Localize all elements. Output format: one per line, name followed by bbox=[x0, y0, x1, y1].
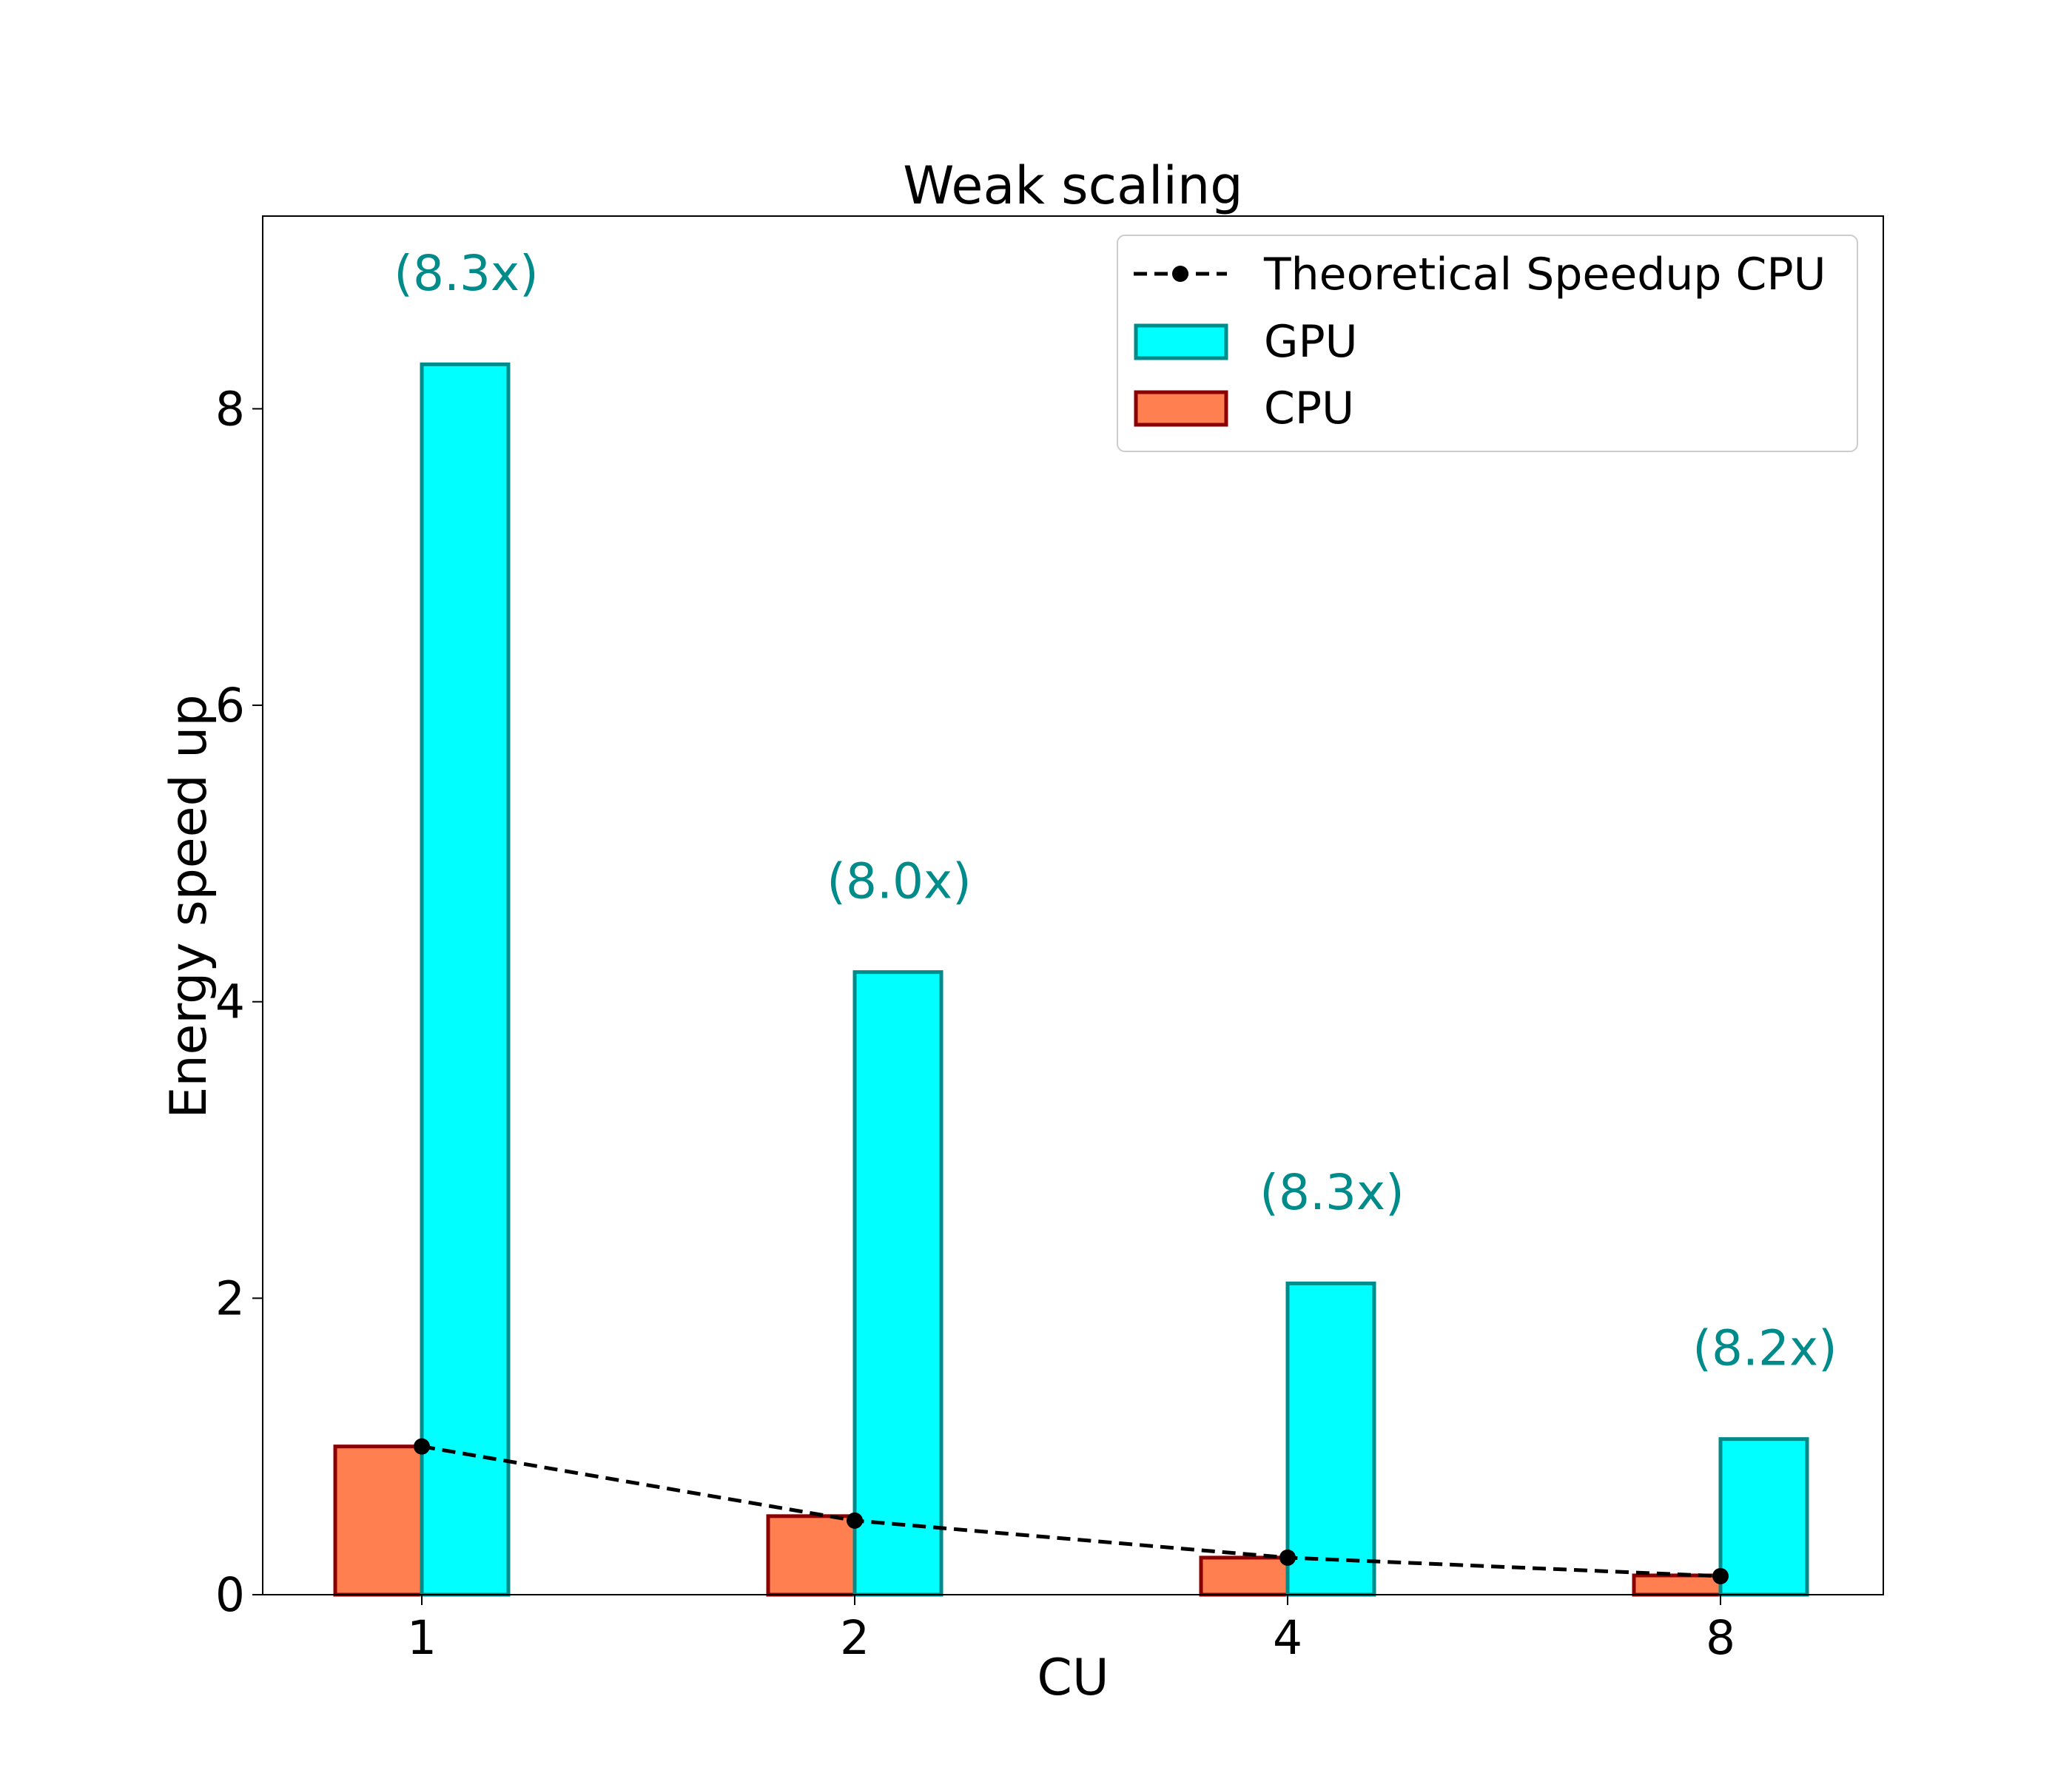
speedup-annotation-4: (8.3x) bbox=[1259, 1164, 1405, 1221]
bar-cpu-2 bbox=[766, 1514, 857, 1597]
speedup-annotation-2: (8.0x) bbox=[827, 852, 972, 909]
theoretical-point-2 bbox=[847, 1512, 863, 1529]
legend-box bbox=[1117, 235, 1858, 452]
legend-cpu-swatch bbox=[1134, 390, 1228, 427]
theoretical-line-layer bbox=[414, 1438, 1729, 1584]
legend: Theoretical Speedup CPU GPU CPU bbox=[1117, 235, 1858, 452]
x-axis-title: CU bbox=[1037, 1649, 1109, 1707]
bar-gpu-4 bbox=[1285, 1281, 1376, 1597]
legend-label-cpu: CPU bbox=[1264, 383, 1354, 434]
bar-cpu-4 bbox=[1199, 1555, 1290, 1597]
speedup-annotation-8: (8.2x) bbox=[1692, 1320, 1837, 1377]
y-tick-label-8: 8 bbox=[215, 382, 245, 436]
bars-layer bbox=[333, 362, 1809, 1597]
speedup-annotation-1: (8.3x) bbox=[394, 245, 539, 302]
x-tick-label-4: 4 bbox=[1273, 1611, 1302, 1665]
legend-label-theoretical: Theoretical Speedup CPU bbox=[1263, 249, 1826, 300]
axes-layer: 0 2 4 6 8 1 2 4 8 bbox=[215, 382, 1735, 1665]
y-tick-label-6: 6 bbox=[215, 679, 245, 733]
theoretical-speedup-line bbox=[421, 1444, 1721, 1578]
y-tick-label-0: 0 bbox=[215, 1568, 245, 1622]
y-tick-label-4: 4 bbox=[215, 975, 245, 1029]
legend-gpu-swatch bbox=[1134, 323, 1228, 360]
x-tick-label-1: 1 bbox=[407, 1611, 437, 1665]
x-tick-label-2: 2 bbox=[840, 1611, 870, 1665]
y-tick-label-2: 2 bbox=[215, 1271, 245, 1325]
theoretical-point-1 bbox=[414, 1438, 430, 1455]
theoretical-point-8 bbox=[1712, 1567, 1729, 1584]
y-axis-title: Energy speed up bbox=[160, 695, 218, 1119]
annotations-layer: (8.3x) (8.0x) (8.3x) (8.2x) bbox=[394, 245, 1837, 1376]
bar-cpu-8 bbox=[1632, 1573, 1723, 1597]
bar-gpu-2 bbox=[852, 970, 944, 1597]
x-tick-label-8: 8 bbox=[1706, 1611, 1735, 1665]
bar-cpu-1 bbox=[333, 1444, 424, 1597]
bar-gpu-8 bbox=[1718, 1437, 1809, 1597]
theoretical-point-4 bbox=[1279, 1549, 1296, 1566]
bar-gpu-1 bbox=[420, 362, 511, 1597]
legend-marker-swatch bbox=[1172, 266, 1188, 282]
plot-frame bbox=[262, 215, 1884, 1595]
legend-label-gpu: GPU bbox=[1264, 316, 1358, 368]
chart-title: Weak scaling bbox=[903, 155, 1242, 216]
